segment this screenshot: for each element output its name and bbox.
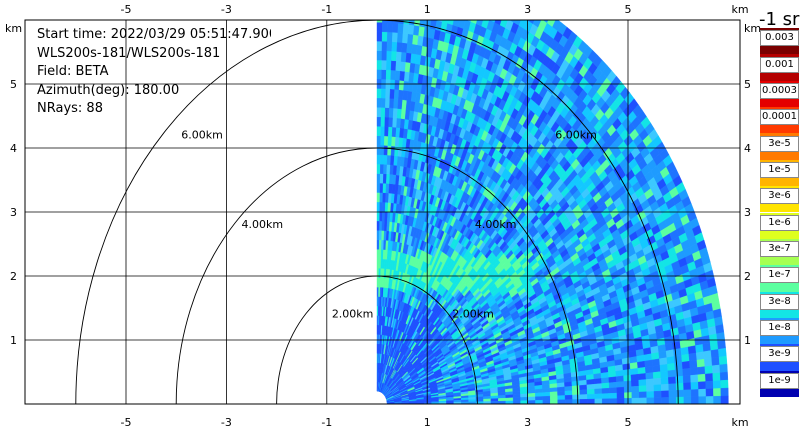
x-tick-bottom: -1 <box>321 416 332 429</box>
y-tick-right: 5 <box>744 78 751 91</box>
plot-frame <box>24 19 741 405</box>
colorbar-label: 3e-7 <box>760 241 799 258</box>
colorbar-label: 0.003 <box>760 30 799 47</box>
range-rings: 2.00km 2.00km 4.00km 4.00km 6.00km 6.00km <box>75 20 679 404</box>
x-tick-top: 3 <box>524 3 531 16</box>
x-tick-top: -1 <box>321 3 332 16</box>
colorbar-swatch: 1e-8 <box>760 317 799 345</box>
colorbar-label: 1e-6 <box>760 214 799 231</box>
colorbar: 0.003 0.001 0.0003 0.0001 3e-5 1e-5 3e-6 1e-6 3e… <box>760 28 799 397</box>
x-tick-bottom: 1 <box>424 416 431 429</box>
range-ring-label: 6.00km <box>555 128 597 141</box>
info-panel: Start time: 2022/03/29 05:51:47.900 WLS2… <box>35 22 271 122</box>
colorbar-label: 3e-6 <box>760 188 799 205</box>
colorbar-label: 1e-8 <box>760 320 799 337</box>
y-tick-left: 3 <box>10 206 17 219</box>
y-unit-left: km <box>5 22 22 35</box>
colorbar-swatch: 1e-7 <box>760 265 799 292</box>
colorbar-swatch: 3e-5 <box>760 133 799 160</box>
range-ring-label: 2.00km <box>452 308 494 321</box>
y-tick-left: 2 <box>10 270 17 283</box>
instrument-text: WLS200s-181/WLS200s-181 <box>37 45 221 61</box>
y-tick-left: 4 <box>10 142 17 155</box>
colorbar-swatch: 0.0003 <box>760 80 799 108</box>
x-tick-bottom: -5 <box>121 416 132 429</box>
colorbar-swatch: 0.0001 <box>760 107 799 134</box>
nrays-text: NRays: 88 <box>37 101 103 116</box>
colorbar-label: 1e-7 <box>760 267 799 284</box>
colorbar-swatch: 3e-7 <box>760 238 799 266</box>
colorbar-swatch: 1e-5 <box>760 159 799 187</box>
x-tick-top: -5 <box>121 3 132 16</box>
y-tick-right: 3 <box>744 206 751 219</box>
colorbar-label: 3e-8 <box>760 293 799 310</box>
x-tick-bottom: 5 <box>625 416 632 429</box>
colorbar-label: 1e-9 <box>760 372 799 389</box>
range-ring-label: 2.00km <box>332 308 374 321</box>
colorbar-swatch: 3e-8 <box>760 291 799 318</box>
y-tick-right: 1 <box>744 334 751 347</box>
beta-data-sector <box>376 20 729 404</box>
range-ring-label: 4.00km <box>241 218 283 231</box>
field-text: Field: BETA <box>37 64 109 79</box>
colorbar-label: 1e-5 <box>760 161 799 178</box>
colorbar-label: 3e-9 <box>760 346 799 363</box>
x-tick-bottom: -3 <box>221 416 232 429</box>
colorbar-swatch: 0.001 <box>760 54 799 81</box>
colorbar-label: 3e-5 <box>760 135 799 152</box>
range-ring-label: 4.00km <box>475 218 517 231</box>
x-unit-bottom: km <box>731 416 748 429</box>
start-time-text: Start time: 2022/03/29 05:51:47.900 <box>37 27 271 42</box>
colorbar-unit-label: km <box>744 22 762 35</box>
y-tick-left: 1 <box>10 334 17 347</box>
colorbar-label: 0.0001 <box>760 109 799 126</box>
x-tick-top: 5 <box>625 3 632 16</box>
y-tick-right: 4 <box>744 142 751 155</box>
colorbar-swatch: 1e-6 <box>760 212 799 239</box>
x-tick-bottom: 3 <box>524 416 531 429</box>
colorbar-swatch: 0.003 <box>760 28 799 55</box>
colorbar-title: -1 sr <box>759 9 800 30</box>
axis-ticks: -5 -5 -3 -3 -1 -1 1 1 3 3 5 5 km km 1 1 2 2 3 3 4 4 5 5 km <box>5 3 751 429</box>
colorbar-swatch: 1e-9 <box>760 370 799 397</box>
colorbar-label: 0.001 <box>760 56 799 73</box>
y-tick-right: 2 <box>744 270 751 283</box>
colorbar-swatch: 3e-9 <box>760 344 799 371</box>
azimuth-text: Azimuth(deg): 180.00 <box>37 82 180 98</box>
colorbar-swatch: 3e-6 <box>760 186 799 213</box>
x-tick-top: 1 <box>424 3 431 16</box>
x-tick-top: -3 <box>221 3 232 16</box>
range-ring-label: 6.00km <box>181 128 223 141</box>
colorbar-label: 0.0003 <box>760 82 799 99</box>
y-tick-left: 5 <box>10 78 17 91</box>
x-unit-top: km <box>731 3 748 16</box>
